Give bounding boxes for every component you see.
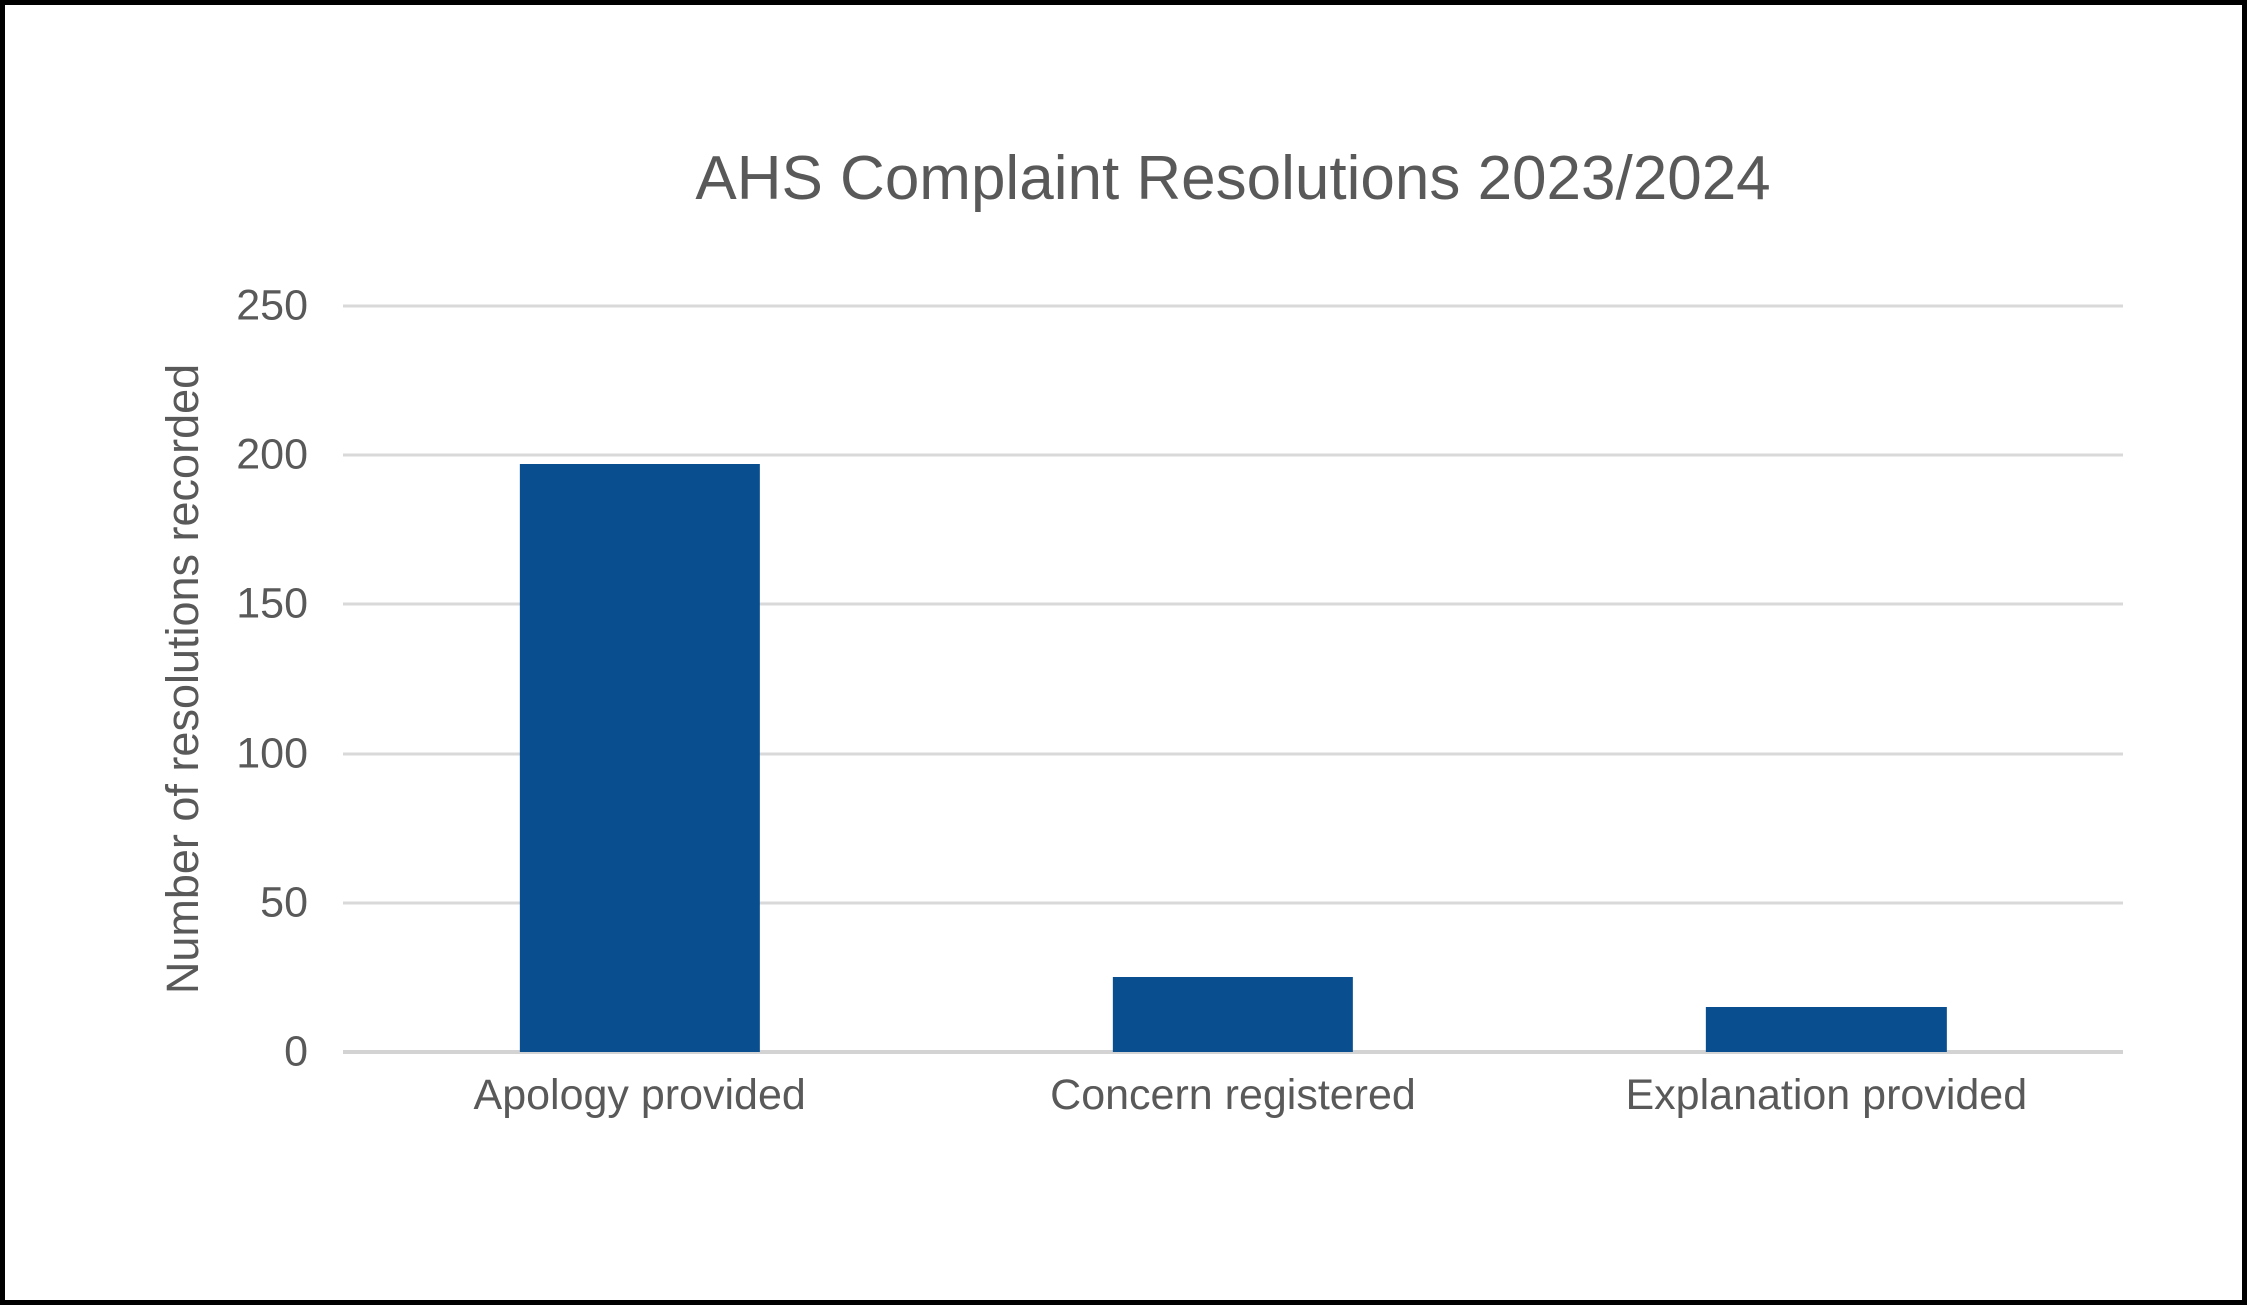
y-tick-label: 150: [236, 579, 308, 628]
bar-slot: [1530, 306, 2123, 1052]
bar: [1706, 1007, 1947, 1052]
y-tick-label: 250: [236, 281, 308, 330]
y-tick-label: 200: [236, 430, 308, 479]
y-tick-label: 50: [260, 878, 308, 927]
bar: [1112, 977, 1354, 1052]
y-axis-title: Number of resolutions recorded: [157, 363, 208, 995]
gridline: [343, 304, 2123, 308]
bar-slot: [936, 306, 1529, 1052]
chart-title: AHS Complaint Resolutions 2023/2024: [695, 144, 1771, 213]
x-axis-labels: Apology provided Concern registered Explan…: [343, 1071, 2123, 1120]
bar-slot: [343, 306, 936, 1052]
x-category-label: Apology provided: [473, 1071, 806, 1119]
gridline: [343, 752, 2123, 756]
y-tick-label: 100: [236, 729, 308, 778]
bar: [519, 464, 760, 1052]
gridline: [343, 453, 2123, 457]
y-tick-label: 0: [284, 1027, 308, 1076]
gridline: [343, 901, 2123, 905]
x-category-label: Concern registered: [1050, 1071, 1416, 1119]
bars-row: [343, 306, 2123, 1052]
gridline: [343, 1050, 2123, 1054]
x-category-label: Explanation provided: [1625, 1071, 2028, 1119]
gridline: [343, 602, 2123, 606]
plot-area: 0 50 100 150 200 250: [236, 284, 2123, 1073]
